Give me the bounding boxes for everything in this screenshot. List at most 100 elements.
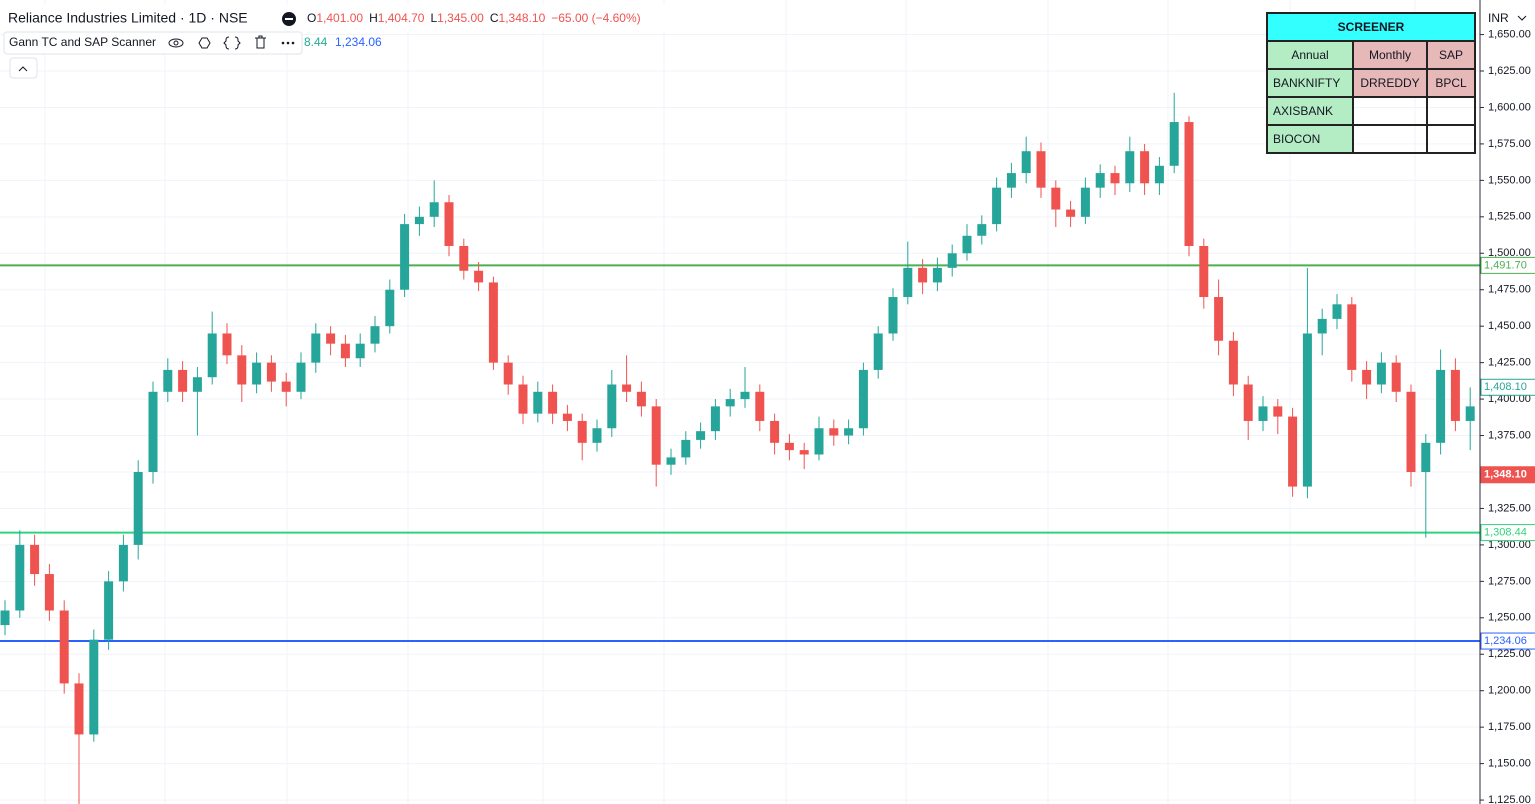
candle-body	[1125, 151, 1135, 184]
grid	[0, 0, 1480, 804]
eye-icon[interactable]	[168, 38, 184, 48]
y-tick-label: 1,250.00	[1488, 612, 1531, 624]
ohlc-key: L	[430, 11, 437, 25]
y-tick-label: 1,400.00	[1488, 393, 1531, 405]
candle-body	[488, 282, 498, 363]
candle-body	[207, 333, 217, 378]
source-icon[interactable]	[223, 36, 241, 50]
ohlc-key: C	[490, 11, 499, 25]
candle-body	[355, 343, 365, 359]
candle-body	[296, 362, 306, 392]
screener-cell	[1426, 124, 1476, 154]
candle-body	[784, 442, 794, 451]
candle-body	[340, 343, 350, 359]
currency-dropdown[interactable]	[1517, 15, 1527, 21]
candle-body	[1465, 406, 1475, 421]
candle-body	[770, 420, 780, 443]
candle-body	[858, 369, 868, 429]
candle-body	[1184, 122, 1194, 246]
candle-body	[829, 428, 839, 436]
candle-body	[666, 457, 676, 465]
candle-body	[30, 544, 40, 575]
candle-body	[1095, 173, 1105, 188]
eye-pupil	[173, 40, 179, 46]
screener-header: Monthly	[1352, 40, 1428, 70]
y-tick-label: 1,475.00	[1488, 284, 1531, 296]
candle-body	[844, 428, 854, 436]
candles	[0, 92, 1475, 804]
y-tick-label: 1,325.00	[1488, 502, 1531, 514]
settings-icon[interactable]	[198, 37, 211, 49]
candle-body	[947, 253, 957, 268]
y-tick-label: 1,225.00	[1488, 648, 1531, 660]
collapse-icon	[285, 18, 293, 20]
candle-body	[1436, 369, 1446, 443]
candle-body	[1066, 209, 1076, 217]
ohlc-change: −65.00 (−4.60%)	[551, 11, 640, 25]
price-label: 1,234.06	[1484, 635, 1527, 647]
candle-body	[1273, 406, 1283, 417]
screener-cell	[1426, 96, 1476, 126]
ohlc-value: 1,401.00	[316, 11, 363, 25]
candle-body	[533, 391, 543, 414]
candle-body	[1140, 151, 1150, 184]
candle-body	[1154, 165, 1164, 184]
price-label: 1,491.70	[1484, 259, 1527, 271]
y-tick-label: 1,550.00	[1488, 174, 1531, 186]
candle-body	[326, 333, 336, 344]
candle-body	[1080, 187, 1090, 217]
candle-body	[903, 267, 913, 298]
ohlc-value: 1,404.70	[378, 11, 425, 25]
candle-body	[237, 355, 247, 385]
candle-body	[178, 369, 188, 392]
delete-icon[interactable]	[255, 35, 266, 49]
ohlc-value: 1,348.10	[499, 11, 546, 25]
candle-body	[992, 187, 1002, 225]
candle-body	[148, 391, 158, 472]
screener-table: SCREENER Annual Monthly SAP BANKNIFTY DRRED…	[1266, 12, 1476, 154]
candle-body	[59, 610, 69, 684]
screener-header: Annual	[1266, 40, 1354, 70]
candle-body	[799, 450, 809, 455]
candle-body	[888, 297, 898, 334]
candle-body	[163, 369, 173, 392]
candle-body	[977, 224, 987, 236]
candle-body	[1051, 187, 1061, 210]
candle-body	[1288, 416, 1298, 487]
candle-body	[696, 431, 706, 440]
y-tick-label: 1,275.00	[1488, 575, 1531, 587]
candle-body	[1406, 391, 1416, 472]
indicator-icons[interactable]	[168, 35, 266, 50]
candle-body	[1214, 297, 1224, 341]
y-tick-label: 1,175.00	[1488, 721, 1531, 733]
candle-body	[1391, 362, 1401, 392]
candle-body	[15, 544, 25, 611]
currency: INR	[1488, 11, 1509, 25]
more-icon[interactable]	[281, 41, 295, 45]
candle-body	[1421, 442, 1431, 472]
y-tick-label: 1,625.00	[1488, 65, 1531, 77]
candle-body	[755, 391, 765, 421]
screener-header: SAP	[1426, 40, 1476, 70]
candle-body	[1110, 173, 1120, 184]
screener-cell: AXISBANK	[1266, 96, 1354, 126]
candle-body	[1006, 173, 1016, 188]
candle-body	[1450, 369, 1460, 421]
levels	[0, 264, 1480, 643]
y-tick-label: 1,525.00	[1488, 211, 1531, 223]
candle-body	[266, 362, 276, 382]
y-tick-label: 1,150.00	[1488, 758, 1531, 770]
y-tick-label: 1,125.00	[1488, 794, 1531, 804]
y-tick-label: 1,200.00	[1488, 685, 1531, 697]
candle-body	[1021, 151, 1031, 174]
candle-body	[89, 639, 99, 735]
candle-body	[222, 333, 232, 356]
symbol-title: Reliance Industries Limited · 1D · NSE	[8, 10, 248, 26]
screener-cell	[1352, 96, 1428, 126]
candle-body	[740, 391, 750, 400]
dot	[281, 41, 285, 45]
candle-body	[918, 267, 928, 283]
ohlc-legend: O 1,401.00 H 1,404.70 L 1,345.00 C 1,348.10 −65.…	[307, 11, 641, 25]
candle-body	[370, 326, 380, 344]
candle-body	[133, 471, 143, 545]
